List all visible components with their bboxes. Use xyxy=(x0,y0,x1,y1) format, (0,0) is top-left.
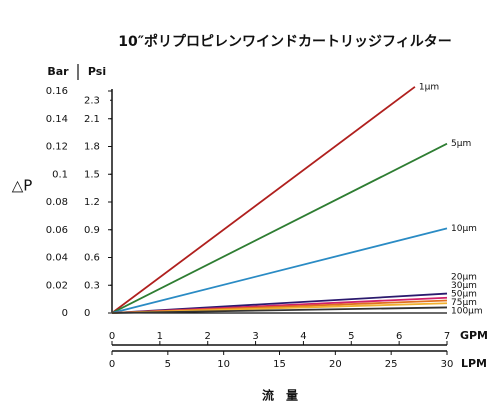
x-tick-label: 4 xyxy=(300,331,306,342)
legend-label: 1μm xyxy=(419,82,439,92)
series-line xyxy=(111,306,448,314)
y-tick-label: 0.12 xyxy=(46,142,68,153)
x-axis-label: GPM xyxy=(460,329,488,342)
x-tick-label: 3 xyxy=(252,331,258,342)
legend-label: 100μm xyxy=(451,307,483,317)
y2-tick-label: 0.9 xyxy=(84,225,100,236)
legend-label: 10μm xyxy=(451,224,477,234)
legend-label: 5μm xyxy=(451,139,471,149)
x2-tick-label: 25 xyxy=(385,359,398,370)
y-tick-label: 0.1 xyxy=(52,169,68,180)
y-tick-label: 0.14 xyxy=(46,114,68,125)
legend-label: 20μm xyxy=(451,273,477,283)
y-tick-label: 0.02 xyxy=(46,280,68,291)
y-tick-label: 0.04 xyxy=(46,253,68,264)
y2-tick-label: 0.6 xyxy=(84,253,100,264)
series-line xyxy=(111,86,416,314)
chart-title: 10″ポリプロピレンワインドカートリッジフィルター xyxy=(118,33,451,50)
y2-tick-label: 1.2 xyxy=(84,197,100,208)
x2-axis-label: LPM xyxy=(461,357,487,370)
y-tick-label: 0.08 xyxy=(46,197,68,208)
y2-axis-label: Psi xyxy=(88,65,106,78)
legend-label: 30μm xyxy=(451,281,477,291)
x-tick-label: 2 xyxy=(205,331,211,342)
x-tick-label: 1 xyxy=(157,331,163,342)
x2-tick-label: 5 xyxy=(165,359,171,370)
y-title: △P xyxy=(12,177,33,195)
y2-tick-label: 2.3 xyxy=(84,95,100,106)
x-title: 流 量 xyxy=(262,388,298,403)
y-tick-label: 0 xyxy=(62,308,68,319)
legend-label: 50μm xyxy=(451,290,477,300)
x-tick-label: 0 xyxy=(109,331,115,342)
y-axis-label: Bar xyxy=(47,65,69,78)
y2-tick-label: 2.1 xyxy=(84,114,100,125)
y-tick-label: 0.16 xyxy=(46,86,68,97)
legend-label: 75μm xyxy=(451,298,477,308)
y2-tick-label: 0 xyxy=(84,308,90,319)
y2-tick-label: 0.3 xyxy=(84,280,100,291)
x2-tick-label: 15 xyxy=(273,359,286,370)
x2-tick-label: 10 xyxy=(217,359,230,370)
y-tick-label: 0.06 xyxy=(46,225,68,236)
x2-tick-label: 0 xyxy=(109,359,115,370)
x2-tick-label: 20 xyxy=(329,359,342,370)
series-line xyxy=(111,227,448,314)
x-tick-label: 7 xyxy=(444,331,450,342)
x-tick-label: 6 xyxy=(396,331,402,342)
series-line xyxy=(111,142,448,314)
y2-tick-label: 1.8 xyxy=(84,142,100,153)
x2-tick-label: 30 xyxy=(441,359,454,370)
y2-tick-label: 1.5 xyxy=(84,169,100,180)
x-tick-label: 5 xyxy=(348,331,354,342)
